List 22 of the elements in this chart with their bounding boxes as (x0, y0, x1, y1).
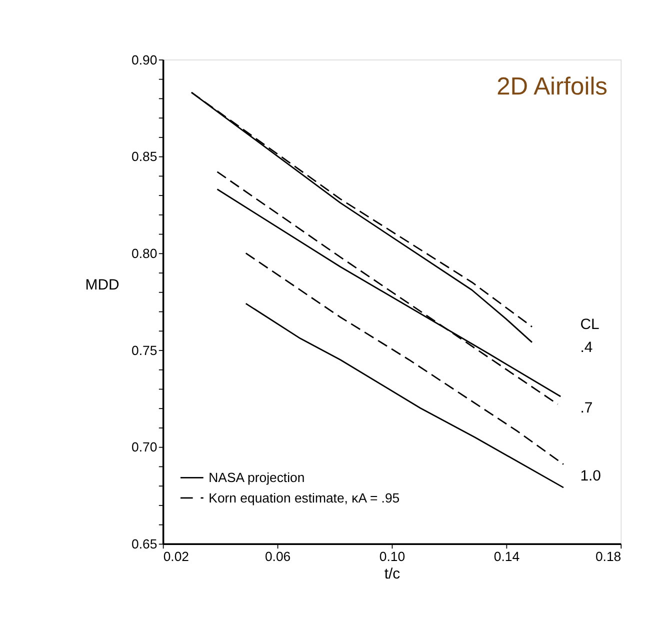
annotation: .4 (580, 338, 593, 356)
x-tick-label: 0.14 (494, 548, 520, 564)
y-tick-label: 0.90 (131, 52, 158, 68)
y-tick-label: 0.80 (131, 246, 158, 262)
legend-label: Korn equation estimate, κA = .95 (208, 490, 400, 506)
x-tick-label: 0.02 (163, 548, 189, 564)
x-tick-label: 0.06 (264, 548, 291, 564)
legend-label: NASA projection (208, 470, 305, 486)
line-series (245, 252, 564, 466)
y-tick-label: 0.75 (131, 342, 158, 358)
annotation: .7 (580, 400, 593, 417)
y-tick-label: 0.70 (131, 440, 158, 455)
x-tick-label: 0.18 (595, 548, 622, 564)
x-tick-label: 0.10 (379, 548, 406, 564)
y-axis-title: MDD (85, 276, 120, 294)
y-tick-label: 0.65 (131, 536, 158, 552)
annotation: CL (580, 316, 600, 333)
x-axis-title: t/c (384, 566, 401, 583)
y-tick-label: 0.85 (131, 149, 158, 164)
line-series (245, 302, 564, 488)
text: 2D Airfoils (496, 74, 608, 101)
annotation: 1.0 (580, 467, 602, 484)
